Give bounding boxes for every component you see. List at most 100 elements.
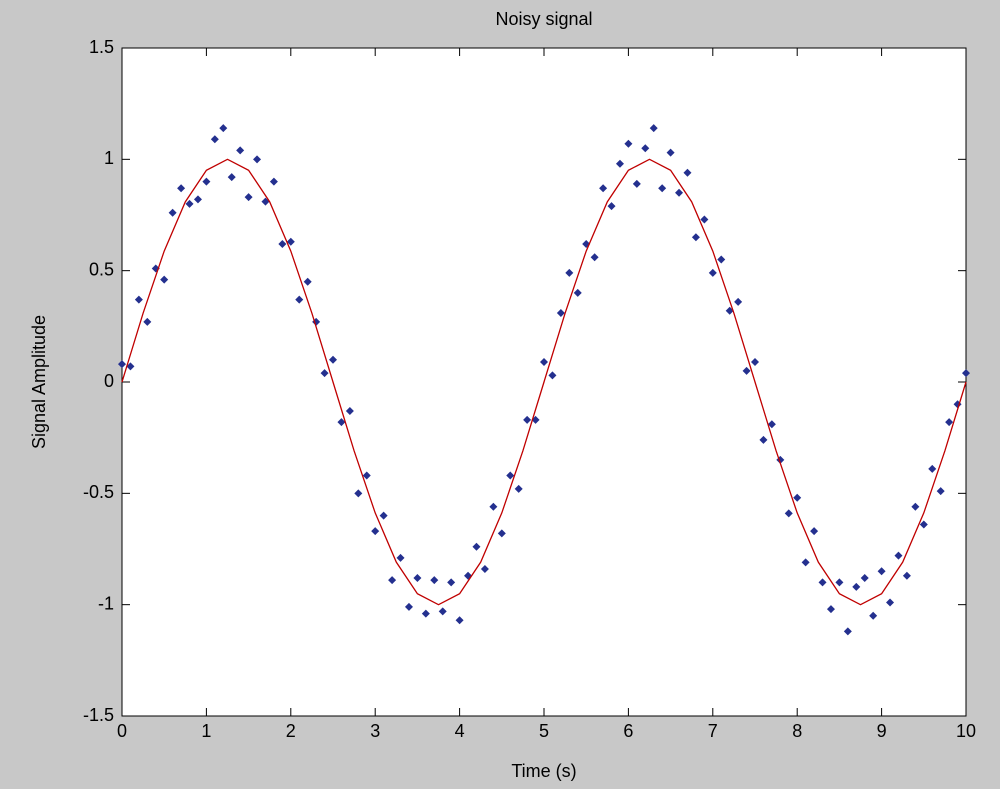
- data-point: [337, 418, 346, 427]
- x-tick-label: 7: [708, 721, 718, 741]
- data-point: [886, 598, 895, 607]
- data-line: [121, 158, 967, 606]
- x-tick-label: 10: [956, 721, 976, 741]
- data-point: [860, 573, 869, 582]
- data-point: [945, 418, 954, 427]
- data-point: [160, 275, 169, 284]
- data-point: [624, 139, 633, 148]
- data-point: [413, 573, 422, 582]
- x-tick-label: 2: [286, 721, 296, 741]
- data-point: [818, 578, 827, 587]
- data-point: [404, 602, 413, 611]
- data-point: [126, 362, 135, 371]
- x-tick-label: 0: [117, 721, 127, 741]
- data-point: [843, 627, 852, 636]
- x-tick-label: 5: [539, 721, 549, 741]
- data-point: [354, 489, 363, 498]
- x-tick-label: 3: [370, 721, 380, 741]
- data-point: [269, 177, 278, 186]
- data-point: [540, 357, 548, 366]
- data-point: [362, 471, 371, 480]
- x-axis-label: Time (s): [511, 761, 576, 781]
- data-point: [784, 509, 793, 518]
- data-point: [143, 317, 152, 326]
- data-point: [793, 493, 802, 502]
- data-point: [708, 268, 717, 277]
- data-point: [725, 306, 734, 315]
- y-tick-label: 0: [104, 371, 114, 391]
- data-point: [396, 553, 405, 562]
- y-axis-label: Signal Amplitude: [29, 315, 49, 449]
- data-point: [210, 135, 219, 144]
- data-point: [573, 288, 582, 297]
- data-point: [810, 527, 819, 536]
- data-point: [253, 155, 262, 164]
- data-point: [852, 582, 861, 591]
- data-point: [193, 195, 202, 204]
- data-point: [177, 184, 186, 193]
- data-point: [388, 576, 397, 585]
- data-point: [632, 179, 641, 188]
- data-point: [506, 471, 515, 480]
- data-point: [278, 239, 287, 248]
- data-point: [489, 502, 498, 511]
- data-point: [548, 371, 557, 380]
- data-point: [118, 360, 126, 369]
- data-point: [590, 253, 599, 262]
- data-point: [877, 567, 886, 576]
- y-tick-label: -1: [98, 593, 114, 613]
- data-point: [472, 542, 481, 551]
- data-point: [219, 124, 228, 133]
- data-point: [185, 199, 194, 208]
- data-point: [320, 369, 329, 378]
- chart-title: Noisy signal: [495, 9, 592, 29]
- y-tick-label: -0.5: [83, 482, 114, 502]
- data-point: [666, 148, 675, 157]
- data-point: [599, 184, 608, 193]
- data-point: [345, 406, 354, 415]
- data-point: [227, 173, 236, 182]
- data-point: [936, 487, 945, 496]
- x-tick-label: 8: [792, 721, 802, 741]
- data-point: [691, 233, 700, 242]
- data-point: [480, 565, 489, 574]
- data-point: [565, 268, 574, 277]
- data-point: [236, 146, 245, 155]
- data-point: [607, 202, 616, 211]
- data-point: [894, 551, 903, 560]
- data-point: [675, 188, 684, 197]
- data-point: [379, 511, 388, 520]
- data-point: [295, 295, 304, 304]
- data-point: [497, 529, 506, 538]
- x-tick-label: 9: [877, 721, 887, 741]
- data-point: [371, 527, 380, 536]
- data-point: [700, 215, 709, 224]
- y-tick-label: 1: [104, 148, 114, 168]
- data-point: [869, 611, 878, 620]
- data-point: [801, 558, 810, 567]
- data-point: [438, 607, 447, 616]
- data-point: [928, 464, 937, 473]
- data-point: [641, 144, 650, 153]
- data-point: [742, 366, 751, 375]
- data-point: [202, 177, 211, 186]
- data-point: [835, 578, 844, 587]
- data-point: [911, 502, 920, 511]
- data-point: [826, 605, 835, 614]
- y-tick-label: 1.5: [89, 37, 114, 57]
- x-tick-label: 1: [201, 721, 211, 741]
- x-tick-label: 4: [455, 721, 465, 741]
- data-point: [455, 616, 464, 625]
- data-point: [514, 484, 523, 493]
- data-point: [658, 184, 667, 193]
- data-point: [447, 578, 456, 587]
- data-point: [134, 295, 143, 304]
- data-point: [962, 369, 970, 378]
- data-point: [717, 255, 726, 264]
- y-tick-label: 0.5: [89, 259, 114, 279]
- data-point: [421, 609, 430, 618]
- data-point: [615, 159, 624, 168]
- data-point: [286, 237, 295, 246]
